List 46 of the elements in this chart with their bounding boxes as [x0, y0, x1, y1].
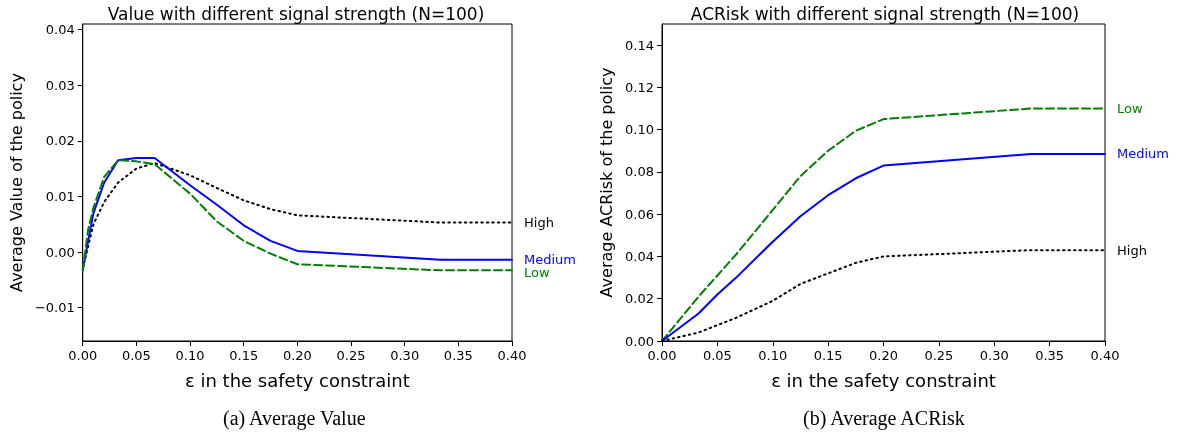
x-tick-label: 0.00: [647, 348, 677, 363]
x-axis-title: ε in the safety constraint: [771, 369, 996, 391]
y-tick-label: −0.01: [34, 300, 75, 316]
y-tick-label: 0.00: [625, 333, 654, 349]
x-tick-label: 0.10: [758, 348, 788, 363]
x-tick-label: 0.25: [336, 348, 366, 363]
x-tick-label: 0.10: [175, 348, 205, 363]
series-label: Medium: [524, 252, 576, 268]
x-tick-label: 0.25: [924, 348, 954, 363]
chart-title: ACRisk with different signal strength (N=100): [690, 3, 1080, 24]
y-tick-label: 0.00: [45, 244, 75, 260]
x-tick-label: 0.20: [282, 348, 312, 363]
y-tick-label: 0.12: [625, 79, 654, 95]
series-label: High: [1117, 242, 1147, 258]
y-tick-label: 0.04: [45, 22, 75, 38]
x-tick-label: 0.40: [497, 348, 527, 363]
y-tick-label: 0.02: [45, 133, 75, 149]
x-tick-label: 0.15: [813, 348, 843, 363]
x-tick-label: 0.05: [702, 348, 732, 363]
series-label: Medium: [1117, 146, 1169, 162]
y-axis-title: Average Value of the policy: [6, 73, 26, 292]
x-tick-label: 0.05: [121, 348, 151, 363]
text: (b) Average ACRisk: [802, 407, 965, 430]
x-axis-title: ε in the safety constraint: [184, 369, 410, 391]
x-tick-label: 0.15: [229, 348, 259, 363]
series-label: Low: [1117, 101, 1143, 117]
x-tick-label: 0.35: [1035, 348, 1065, 363]
y-tick-label: 0.01: [45, 188, 75, 204]
x-tick-label: 0.30: [979, 348, 1009, 363]
x-tick-label: 0.20: [869, 348, 898, 363]
chart-title: Value with different signal strength (N=100): [107, 3, 485, 24]
x-tick-label: 0.00: [68, 348, 98, 363]
series-label: High: [524, 215, 554, 231]
y-tick-label: 0.02: [625, 291, 654, 307]
x-tick-label: 0.40: [1090, 348, 1120, 363]
y-tick-label: 0.06: [625, 206, 654, 222]
y-tick-label: 0.04: [625, 248, 654, 264]
y-tick-label: 0.08: [625, 164, 654, 180]
x-tick-label: 0.35: [443, 348, 473, 363]
y-tick-label: 0.14: [625, 37, 654, 53]
x-tick-label: 0.30: [390, 348, 420, 363]
series-label: Low: [524, 265, 550, 281]
y-tick-label: 0.03: [45, 77, 75, 93]
y-tick-label: 0.10: [625, 122, 654, 138]
y-axis-title: Average ACRisk of the policy: [596, 67, 616, 298]
text: (a) Average Value: [223, 407, 366, 430]
